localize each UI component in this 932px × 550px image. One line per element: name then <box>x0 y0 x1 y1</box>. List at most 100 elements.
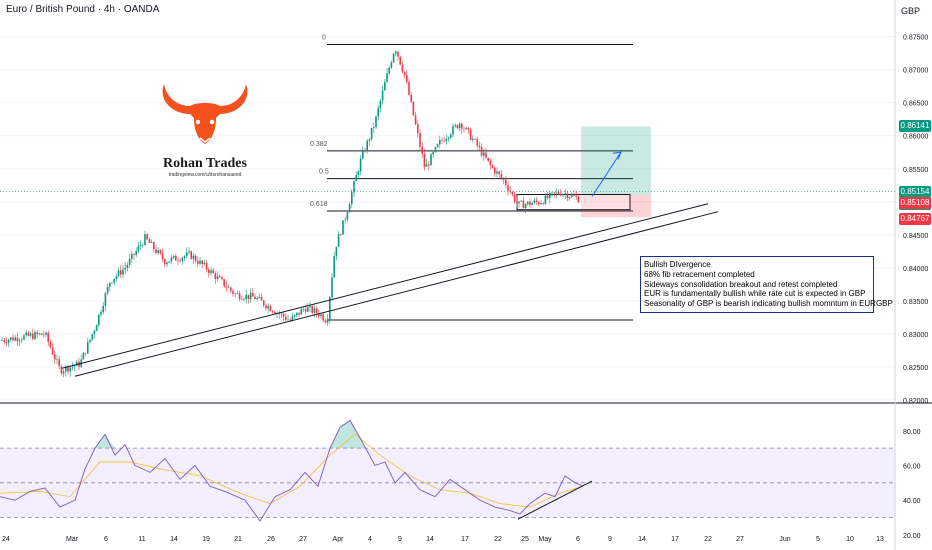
candle-body <box>241 299 243 300</box>
candle-body <box>403 71 406 75</box>
rsi-tick-label: 20.00 <box>903 533 921 540</box>
candle-body <box>307 307 309 312</box>
candle-body <box>575 195 577 197</box>
candle-body <box>65 366 67 372</box>
candle-body <box>342 220 344 235</box>
candle-body <box>168 261 170 263</box>
candle-body <box>54 354 56 360</box>
candle-body <box>395 51 397 54</box>
candle-body <box>190 251 192 259</box>
candle-body <box>104 293 107 306</box>
time-tick-label: 22 <box>704 536 712 543</box>
time-tick-label: 26 <box>267 536 275 543</box>
time-tick-label: 14 <box>170 536 178 543</box>
candle-body <box>194 255 197 262</box>
projection-arrow <box>591 153 621 197</box>
candle-body <box>113 278 115 283</box>
candle-body <box>106 286 109 294</box>
candle-body <box>91 334 93 340</box>
candle-body <box>117 270 120 276</box>
candle-body <box>377 108 379 117</box>
candle-body <box>331 277 333 298</box>
candle-body <box>333 256 335 278</box>
price-tick-label: 0.83000 <box>903 332 928 339</box>
candle-body <box>399 56 401 65</box>
candle-body <box>564 193 566 195</box>
candle-body <box>36 332 38 335</box>
candle-body <box>60 366 63 374</box>
candle-body <box>166 262 168 265</box>
candle-body <box>478 145 481 148</box>
candle-body <box>544 195 547 204</box>
candle-body <box>412 101 415 116</box>
candle-body <box>153 242 155 250</box>
candle-body <box>148 239 151 243</box>
candle-body <box>357 171 360 176</box>
last-price-tag: 0.85154 <box>899 185 931 198</box>
candle-body <box>406 74 408 82</box>
candle-body <box>463 128 465 130</box>
entry-price-tag: 0.85108 <box>899 196 931 209</box>
candle-body <box>274 312 276 314</box>
candle-body <box>390 62 393 68</box>
candle-body <box>560 193 562 196</box>
candle-body <box>546 195 549 199</box>
candle-body <box>236 293 239 295</box>
candle-body <box>368 139 371 141</box>
trendline-upper <box>61 203 709 369</box>
candle-body <box>480 147 483 156</box>
fib-level-label: 0.5 <box>319 169 329 176</box>
candle-body <box>49 341 52 348</box>
candle-body <box>192 255 195 259</box>
candle-body <box>203 262 206 265</box>
candle-body <box>467 127 470 130</box>
candle-body <box>1 340 3 341</box>
candle-body <box>5 341 8 343</box>
candle-body <box>21 339 23 341</box>
candle-body <box>51 347 54 355</box>
candle-body <box>364 151 366 152</box>
candle-body <box>472 138 474 140</box>
candle-body <box>161 253 164 260</box>
time-tick-label: 9 <box>398 536 402 543</box>
time-tick-label: 21 <box>234 536 242 543</box>
candle-body <box>25 332 27 336</box>
candle-body <box>483 152 485 156</box>
candle-body <box>487 157 489 161</box>
candle-body <box>392 53 395 63</box>
candle-body <box>428 164 430 166</box>
rsi-ma-line <box>0 433 584 508</box>
candle-body <box>7 339 10 343</box>
candle-body <box>109 282 111 287</box>
candle-body <box>271 311 274 313</box>
candle-body <box>373 127 375 128</box>
candle-body <box>485 152 487 158</box>
candle-body <box>474 138 476 140</box>
candle-body <box>432 152 434 155</box>
price-tick-label: 0.87500 <box>903 35 928 42</box>
trendline-lower <box>74 211 719 377</box>
candle-body <box>227 287 230 289</box>
candle-body <box>414 115 417 125</box>
candle-body <box>337 234 340 247</box>
candle-body <box>351 192 353 205</box>
note-line: Seasonality of GBP is bearish indicating… <box>644 299 893 309</box>
candle-body <box>14 337 16 341</box>
candle-body <box>461 123 463 129</box>
candle-body <box>254 296 256 300</box>
candle-body <box>27 332 30 336</box>
candle-body <box>131 253 133 259</box>
candle-body <box>179 260 181 262</box>
rsi-overbought-fill <box>330 420 366 449</box>
time-tick-label: 27 <box>299 536 307 543</box>
candle-body <box>214 273 217 279</box>
candle-body <box>293 314 296 317</box>
candle-body <box>568 197 571 199</box>
candle-body <box>249 292 252 300</box>
time-tick-label: 5 <box>816 536 820 543</box>
candle-body <box>280 313 283 315</box>
candle-body <box>533 200 536 204</box>
candle-body <box>516 201 518 204</box>
candle-body <box>555 192 558 194</box>
candle-body <box>384 82 386 91</box>
